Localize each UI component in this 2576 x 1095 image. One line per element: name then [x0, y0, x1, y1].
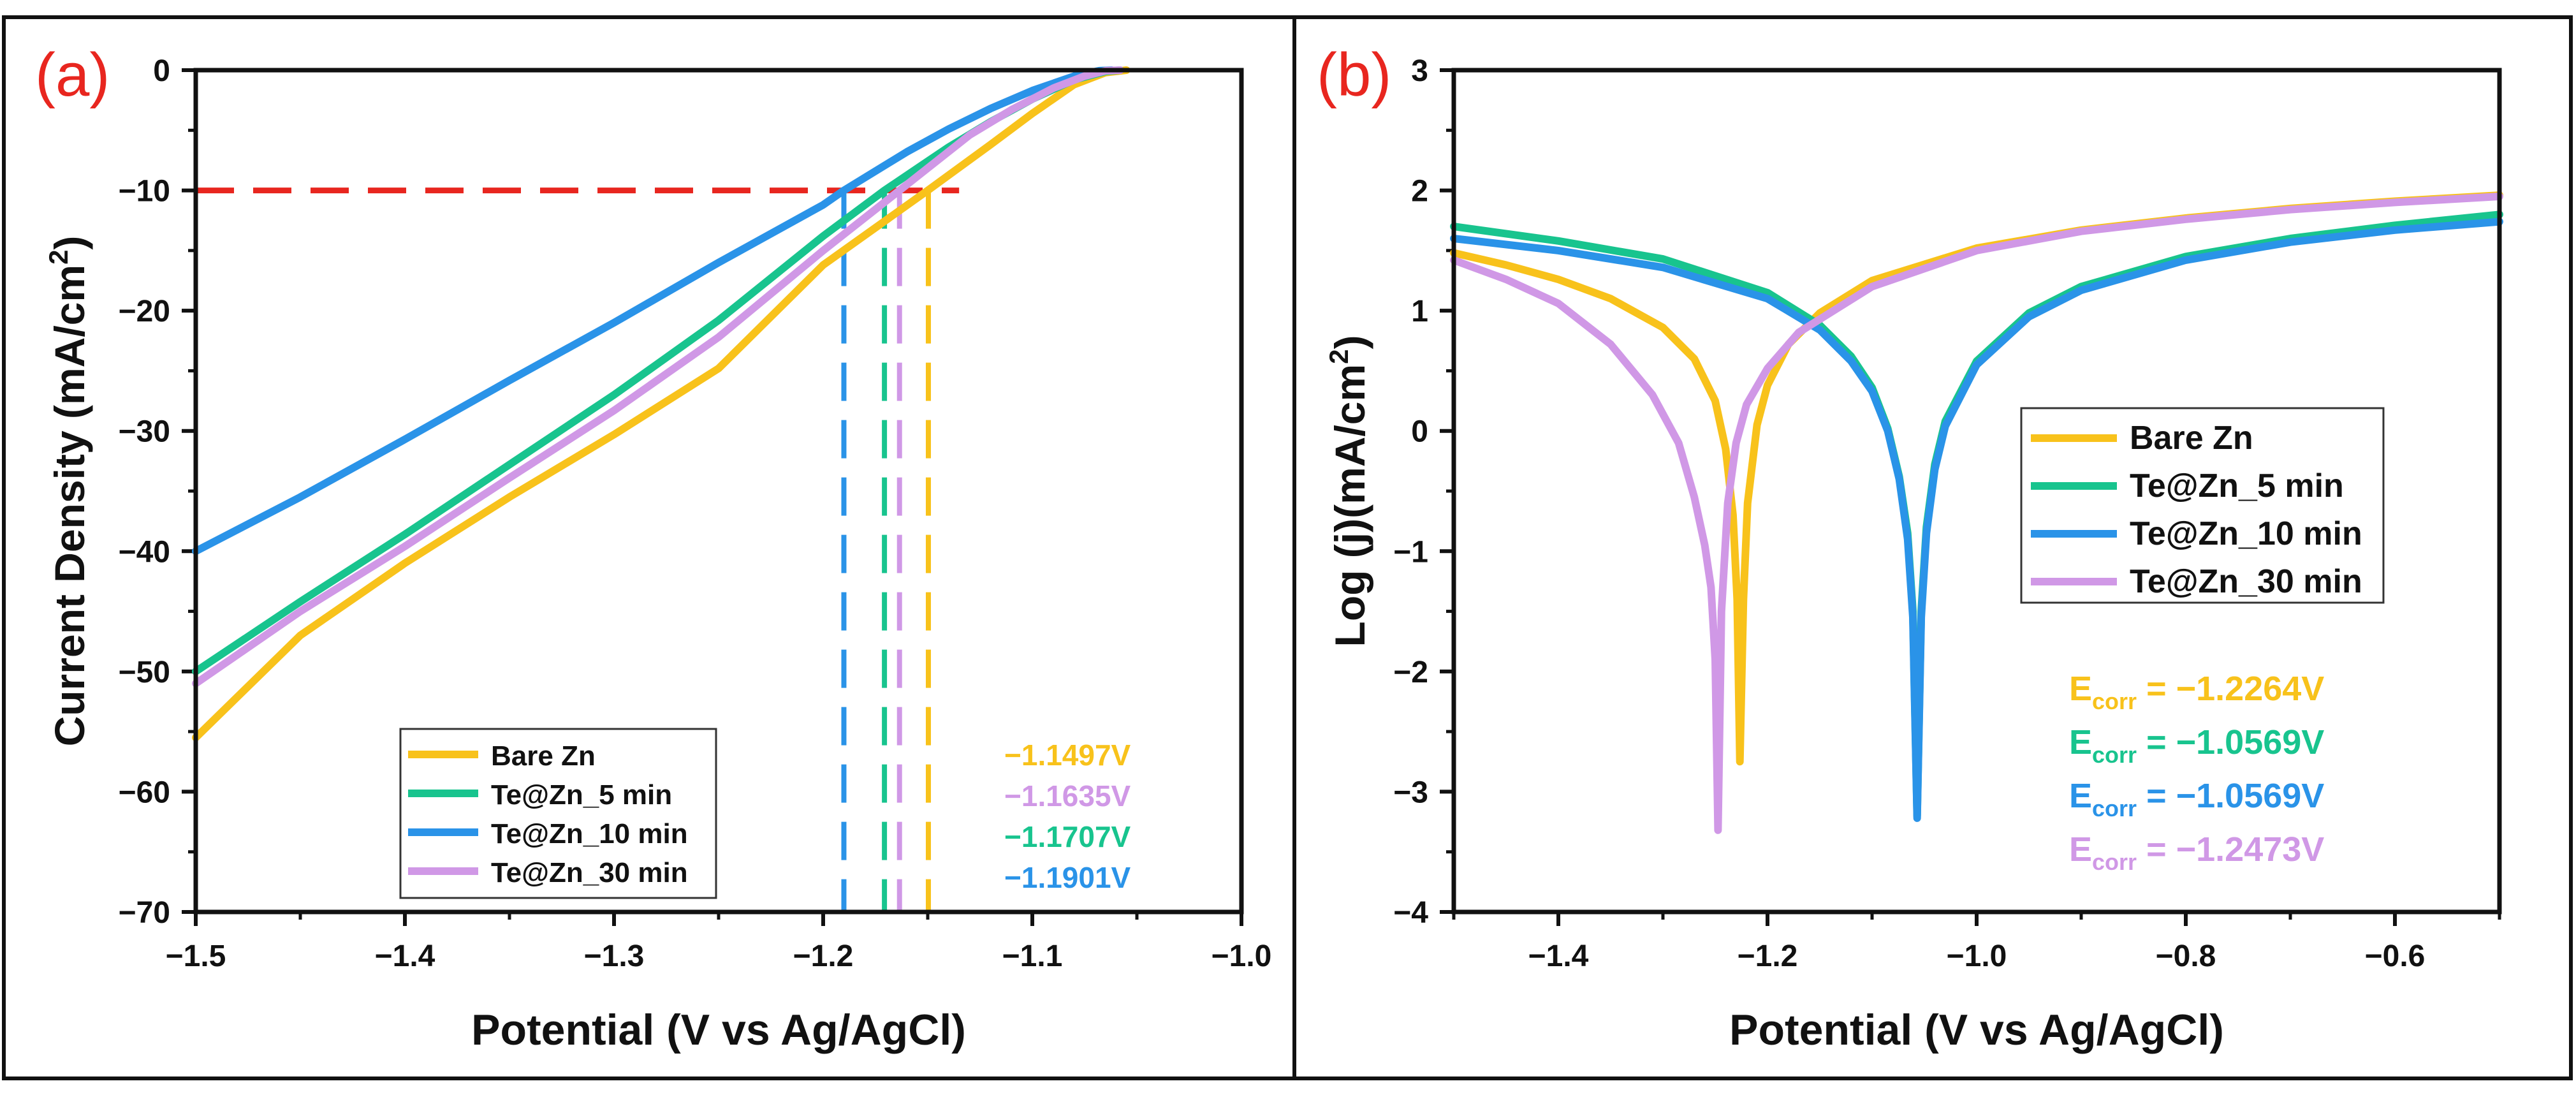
figure-frame	[2, 15, 2573, 1080]
panel-b-y-axis-title: Log (j)(mA/cm2)	[1324, 335, 1373, 647]
panel-b-legend: Bare Zn Te@Zn_5 min Te@Zn_10 min Te@Zn_30 m…	[2020, 407, 2385, 604]
legend-label-te-zn-30-min: Te@Zn_30 min	[491, 857, 688, 888]
legend-label-te-zn-10-min: Te@Zn_10 min	[2130, 515, 2362, 552]
legend-label-te-zn-10-min: Te@Zn_10 min	[491, 818, 688, 849]
ecorr-annotation: Ecorr = −1.0569V	[2069, 723, 2324, 768]
y-tick-label: 0	[1411, 415, 1428, 449]
x-tick-label: −1.2	[1738, 939, 1798, 973]
x-tick-label: −1.2	[793, 939, 854, 973]
y-tick-label: −1	[1393, 535, 1428, 569]
panel-a-x-axis-title: Potential (V vs Ag/AgCl)	[471, 1006, 966, 1054]
y-tick-label: −60	[119, 775, 170, 809]
panel-b-tick-labels: −1.4 −1.2 −1.0 −0.8 −0.6 3 2 1 0 −1 −2 −3 −4	[1393, 54, 2425, 973]
y-tick-label: −3	[1393, 775, 1428, 809]
panel-b-y-axis-title-sup: 2	[1324, 349, 1354, 364]
legend-label-te-zn-5-min: Te@Zn_5 min	[491, 779, 672, 811]
ecorr-symbol: E	[2069, 670, 2092, 708]
panel-a-guides	[196, 187, 960, 912]
ecorr-symbol: E	[2069, 777, 2092, 815]
ecorr-value: = −1.0569V	[2137, 723, 2324, 761]
panel-a: (a) −1.5 −1.4 −1.3 −1.2 −1.1 −1.0 0 −10 −20 −30 −4…	[35, 41, 1271, 1054]
y-tick-label: −30	[119, 415, 170, 449]
panel-a-annotations: −1.1497V −1.1635V −1.1707V −1.1901V	[1004, 739, 1131, 894]
ecorr-annotation: Ecorr = −1.2473V	[2069, 830, 2324, 875]
ecorr-annotation: Ecorr = −1.0569V	[2069, 777, 2324, 821]
ecorr-annotation: Ecorr = −1.2264V	[2069, 670, 2324, 714]
panel-b: (b) −1.4 −1.2 −1.0 −0.8 −0.6 3 2 1 0 −1 −2 −3 −4 Pot…	[1317, 41, 2503, 1054]
y-tick-label: −40	[119, 535, 170, 569]
x-tick-label: −1.4	[375, 939, 435, 973]
panel-b-series	[1450, 191, 2503, 834]
y-tick-label: 1	[1411, 295, 1428, 328]
legend-label-bare-zn: Bare Zn	[2130, 420, 2253, 457]
y-tick-label: 2	[1411, 175, 1428, 209]
x-tick-label: −0.6	[2365, 939, 2426, 973]
panel-label-b: (b)	[1317, 41, 1391, 109]
ecorr-subscript: corr	[2092, 688, 2137, 714]
potential-annotation: −1.1901V	[1004, 861, 1131, 894]
panel-b-ticks	[1440, 68, 2501, 926]
legend-label-te-zn-30-min: Te@Zn_30 min	[2130, 563, 2362, 600]
panel-a-y-axis-title-sup: 2	[43, 250, 73, 265]
ecorr-subscript: corr	[2092, 742, 2137, 768]
ecorr-value: = −1.2264V	[2137, 670, 2324, 708]
potential-annotation: −1.1707V	[1004, 820, 1131, 853]
panel-a-plot-frame	[193, 68, 1244, 915]
x-tick-label: −1.4	[1528, 939, 1589, 973]
x-tick-label: −1.3	[584, 939, 645, 973]
y-tick-label: −50	[119, 656, 170, 689]
panel-a-y-axis-title-end: )	[46, 236, 93, 250]
series-line-te-zn-30-min	[192, 66, 1124, 687]
ecorr-subscript: corr	[2092, 795, 2137, 821]
y-tick-label: −70	[119, 896, 170, 930]
x-tick-label: −1.0	[1947, 939, 2007, 973]
panel-a-series	[192, 66, 1131, 742]
potential-annotation: −1.1497V	[1004, 739, 1131, 772]
y-tick-label: 3	[1411, 54, 1428, 88]
panel-a-legend: Bare Zn Te@Zn_5 min Te@Zn_10 min Te@Zn_30 m…	[399, 728, 717, 899]
panel-label-a: (a)	[35, 41, 110, 109]
series-line-te-zn-5-min	[192, 66, 1124, 675]
y-tick-label: −4	[1393, 896, 1428, 930]
series-line-bare-zn	[192, 66, 1131, 742]
panel-b-y-axis-title-end: )	[1326, 335, 1373, 349]
ecorr-symbol: E	[2069, 830, 2092, 869]
series-line-te-zn-10-min	[1450, 217, 2503, 822]
panel-b-x-axis-title: Potential (V vs Ag/AgCl)	[1729, 1006, 2224, 1054]
y-tick-label: −2	[1393, 656, 1428, 689]
panel-a-y-axis-title: Current Density (mA/cm2)	[43, 236, 93, 747]
x-tick-label: −1.5	[166, 939, 226, 973]
series-line-te-zn-10-min	[192, 66, 1116, 555]
y-tick-label: 0	[153, 54, 170, 88]
ecorr-symbol: E	[2069, 723, 2092, 761]
x-tick-label: −0.8	[2156, 939, 2216, 973]
y-tick-label: −20	[119, 295, 170, 328]
series-line-te-zn-30-min	[1450, 193, 2503, 834]
panel-b-legend-box	[2020, 407, 2385, 604]
panel-b-plot-frame	[1451, 68, 2502, 915]
panel-b-y-axis-title-base: Log (j)(mA/cm	[1326, 364, 1373, 647]
legend-label-bare-zn: Bare Zn	[491, 740, 596, 772]
x-tick-label: −1.0	[1211, 939, 1272, 973]
ecorr-value: = −1.0569V	[2137, 777, 2324, 815]
x-tick-label: −1.1	[1002, 939, 1063, 973]
potential-annotation: −1.1635V	[1004, 779, 1131, 812]
panel-a-tick-labels: −1.5 −1.4 −1.3 −1.2 −1.1 −1.0 0 −10 −20 −30 −40 −50…	[119, 54, 1272, 973]
y-tick-label: −10	[119, 175, 170, 209]
legend-label-te-zn-5-min: Te@Zn_5 min	[2130, 467, 2344, 504]
ecorr-value: = −1.2473V	[2137, 830, 2324, 869]
panel-a-y-axis-title-base: Current Density (mA/cm	[46, 265, 93, 747]
ecorr-subscript: corr	[2092, 849, 2137, 875]
